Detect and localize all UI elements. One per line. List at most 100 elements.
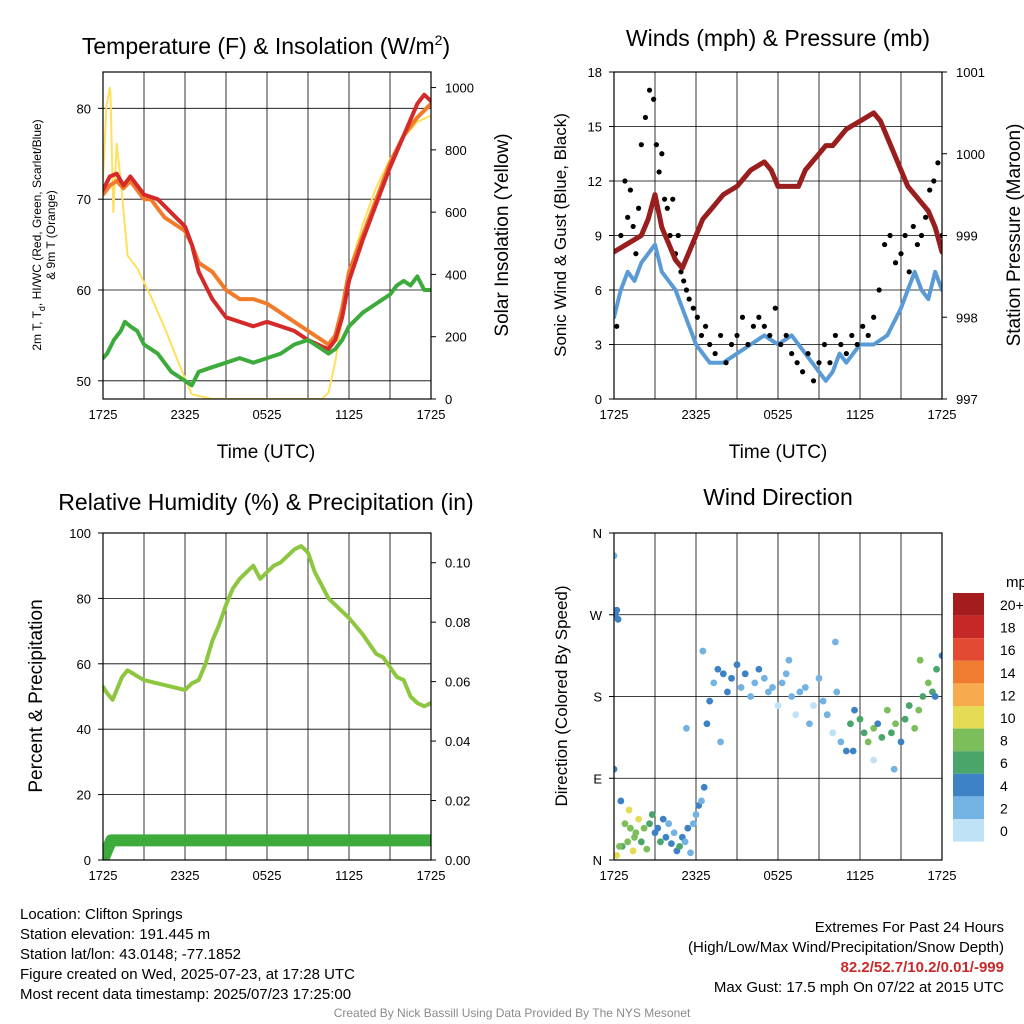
direction-point — [919, 693, 927, 700]
rh-grid — [102, 532, 432, 861]
direction-point — [856, 715, 864, 723]
temp-ytick-label: 50 — [77, 374, 91, 389]
station-info: Location: Clifton Springs Station elevat… — [20, 905, 355, 1005]
direction-point — [657, 838, 664, 846]
wind-series-1-point — [898, 251, 904, 257]
wind-y2tick-label: 999 — [956, 229, 978, 244]
temp-y2tick-label: 0 — [445, 392, 452, 407]
legend-swatch — [953, 638, 984, 661]
direction-point — [897, 738, 905, 746]
temp-ytick-label: 70 — [77, 192, 91, 207]
dir-ytick-label: N — [593, 526, 602, 541]
dir-xtick-label: 1725 — [600, 868, 629, 883]
wind-series-1-point — [698, 332, 705, 339]
legend-label: 0 — [1000, 823, 1008, 839]
direction-point — [833, 688, 841, 696]
wind-series-1-point — [622, 178, 628, 184]
temp-xtick-label: 1725 — [89, 407, 118, 422]
direction-point — [890, 765, 898, 773]
direction-point — [810, 702, 817, 709]
wind-series-1-point — [633, 251, 639, 257]
wind-ytick-label: 0 — [595, 392, 602, 407]
direction-point — [706, 697, 714, 705]
created-line: Figure created on Wed, 2025-07-23, at 17… — [20, 966, 355, 983]
temp-data — [103, 86, 431, 399]
rh-series-1-line — [103, 834, 431, 860]
direction-point — [681, 838, 689, 846]
direction-point — [624, 838, 632, 846]
direction-point — [792, 711, 800, 719]
wind-series-1-point — [630, 223, 636, 230]
temp-y2tick-label: 600 — [445, 205, 467, 220]
rh-ytick-label: 60 — [77, 657, 91, 672]
humidity-ylabel-left: Percent & Precipitation — [26, 599, 47, 792]
legend-label: 12 — [1000, 687, 1016, 703]
rh-ytick-label: 40 — [77, 722, 91, 737]
wind-series-1-point — [745, 341, 751, 348]
direction-point — [829, 729, 837, 737]
direction-point — [724, 688, 731, 696]
wind-series-1-point — [638, 142, 644, 148]
wind-series-1-point — [914, 241, 921, 248]
wind-series-1-point — [854, 341, 860, 348]
wind-series-1-point — [772, 305, 778, 311]
legend-swatch — [953, 773, 984, 797]
wind-series-1-point — [816, 360, 822, 366]
wind-series-1-point — [642, 114, 649, 121]
direction-point — [924, 679, 932, 687]
legend-swatch — [953, 706, 984, 729]
legend-swatch — [953, 819, 984, 842]
legend-swatch — [953, 660, 984, 684]
direction-point — [617, 797, 625, 805]
wind-series-1-point — [927, 187, 933, 193]
wind-series-1-point — [876, 287, 882, 293]
direction-point — [699, 647, 707, 655]
wind-series-1-point — [659, 151, 665, 157]
wind-series-1-point — [614, 323, 620, 329]
wind-series-1-point — [827, 360, 833, 366]
direction-point — [737, 684, 745, 691]
dir-ytick-label: W — [590, 608, 603, 623]
direction-point — [778, 679, 786, 687]
direction-point — [785, 656, 793, 664]
wind-xlabel: Time (UTC) — [729, 442, 828, 463]
wind-series-1-point — [694, 314, 700, 320]
wind-ytick-label: 15 — [588, 120, 602, 135]
humidity-title: Relative Humidity (%) & Precipitation (i… — [58, 489, 473, 515]
direction-point — [782, 670, 790, 678]
direction-point — [892, 720, 899, 728]
wind-series-1-point — [902, 232, 908, 239]
temp-y2tick-label: 1000 — [445, 81, 474, 96]
dir-ytick-label: E — [593, 771, 602, 786]
wind-series-1-point — [651, 96, 657, 102]
wind-ytick-label: 18 — [588, 65, 602, 80]
legend-label: 16 — [1000, 642, 1016, 658]
wind-series-1-point — [800, 369, 806, 375]
rh-series-0-line — [103, 544, 431, 709]
wind-xtick-label: 1125 — [846, 407, 874, 422]
direction-point — [616, 842, 623, 850]
direction-point — [905, 702, 913, 709]
wind-series-1-point — [871, 314, 877, 320]
wind-series-1-point — [667, 232, 673, 239]
dir-data — [614, 552, 942, 859]
wind-series-1-point — [783, 332, 789, 339]
direction-point — [823, 711, 831, 719]
temp-xtick-label: 2325 — [171, 407, 200, 422]
wind-series-1-point — [675, 232, 681, 239]
temperature-ylabel-left-line2: & 9m T (Orange) — [44, 190, 58, 280]
wind-series-1-point — [618, 232, 624, 239]
wind-ylabel-right: Station Pressure (Maroon) — [1004, 124, 1024, 347]
direction-point — [728, 674, 735, 682]
direction-point — [668, 840, 675, 848]
elevation-line: Station elevation: 191.445 m — [20, 926, 211, 943]
wind-series-1-point — [882, 241, 888, 248]
direction-point — [710, 679, 718, 687]
direction-ylabel-left: Direction (Colored By Speed) — [552, 585, 571, 806]
rh-ytick-label: 80 — [77, 591, 91, 606]
temperature-ylabel-right: Solar Insolation (Yellow) — [492, 133, 513, 336]
direction-panel: Wind Direction Direction (Colored By Spe… — [552, 484, 1024, 883]
direction-point — [796, 688, 804, 696]
legend-label: 2 — [1000, 800, 1008, 816]
direction-point — [632, 829, 640, 837]
